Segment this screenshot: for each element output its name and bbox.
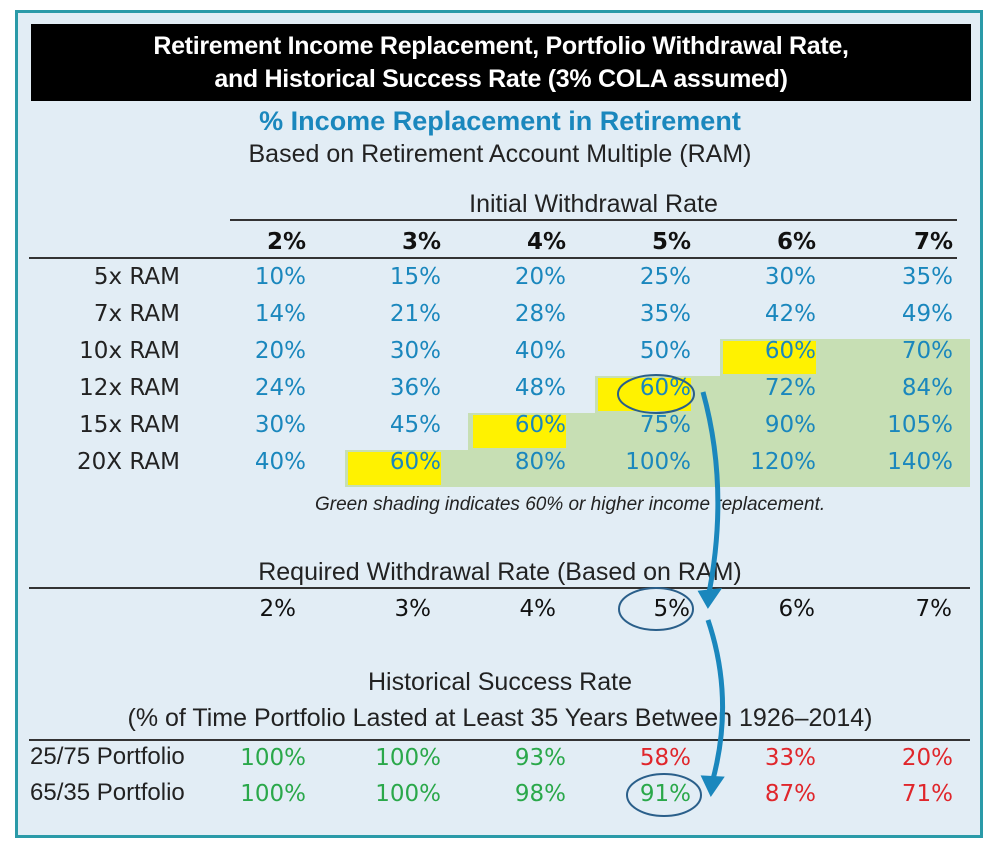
table-cell: 100% xyxy=(375,781,441,807)
table-cell: 20% xyxy=(514,264,566,290)
required-rate-cell: 4% xyxy=(519,596,557,622)
table-cell: 60% xyxy=(514,412,566,438)
column-header: 2% xyxy=(266,229,306,255)
arrow-curve xyxy=(700,391,721,599)
table-cell: 20% xyxy=(254,338,306,364)
table-cell: 58% xyxy=(639,745,691,771)
table-cell: 80% xyxy=(514,449,566,475)
table-cell: 90% xyxy=(764,412,816,438)
table-cell: 48% xyxy=(514,375,566,401)
yellow-highlight xyxy=(723,341,816,374)
circle-highlight xyxy=(617,374,695,414)
table-cell: 70% xyxy=(901,338,953,364)
yellow-highlight xyxy=(598,378,691,411)
row-label: 7x RAM xyxy=(93,301,180,327)
table-cell: 30% xyxy=(764,264,816,290)
table-cell: 120% xyxy=(750,449,816,475)
table-cell: 91% xyxy=(639,781,691,807)
column-header: 6% xyxy=(776,229,816,255)
table-cell: 33% xyxy=(764,745,816,771)
arrow-head-icon xyxy=(700,775,725,798)
section1-subheading: Based on Retirement Account Multiple (RA… xyxy=(248,140,752,168)
required-rate-cell: 7% xyxy=(915,596,953,622)
column-header: 5% xyxy=(651,229,691,255)
table-cell: 60% xyxy=(389,449,441,475)
table-cell: 35% xyxy=(639,301,691,327)
title-line-1: Retirement Income Replacement, Portfolio… xyxy=(153,32,849,60)
required-rate-cell: 5% xyxy=(653,596,691,622)
table-cell: 100% xyxy=(625,449,691,475)
table-cell: 140% xyxy=(887,449,953,475)
table-cell: 71% xyxy=(901,781,953,807)
yellow-highlight xyxy=(348,452,441,485)
section1-heading: % Income Replacement in Retirement xyxy=(259,106,741,136)
required-rate-cell: 2% xyxy=(259,596,297,622)
table-cell: 35% xyxy=(901,264,953,290)
table-cell: 21% xyxy=(389,301,441,327)
row-label: 12x RAM xyxy=(79,375,180,401)
table-cell: 24% xyxy=(254,375,306,401)
table-cell: 50% xyxy=(639,338,691,364)
table-cell: 49% xyxy=(901,301,953,327)
green-shading xyxy=(345,450,970,487)
divider xyxy=(230,219,957,221)
column-header: 4% xyxy=(526,229,566,255)
table-cell: 30% xyxy=(254,412,306,438)
footnote: Green shading indicates 60% or higher in… xyxy=(315,494,826,515)
row-label: 15x RAM xyxy=(79,412,180,438)
section3-subheading: (% of Time Portfolio Lasted at Least 35 … xyxy=(127,704,873,732)
arrow-head-icon xyxy=(697,588,723,609)
table-cell: 105% xyxy=(887,412,953,438)
table-cell: 93% xyxy=(514,745,566,771)
table-cell: 40% xyxy=(514,338,566,364)
table-cell: 14% xyxy=(254,301,306,327)
table-cell: 100% xyxy=(375,745,441,771)
title-line-2: and Historical Success Rate (3% COLA ass… xyxy=(214,65,788,93)
column-group-label: Initial Withdrawal Rate xyxy=(469,190,718,218)
column-header: 3% xyxy=(401,229,441,255)
divider xyxy=(29,587,970,589)
table-cell: 60% xyxy=(764,338,816,364)
row-label: 65/35 Portfolio xyxy=(30,779,185,806)
table-cell: 100% xyxy=(240,745,306,771)
required-rate-cell: 3% xyxy=(394,596,432,622)
table-cell: 25% xyxy=(639,264,691,290)
title-banner: Retirement Income Replacement, Portfolio… xyxy=(31,24,971,101)
row-label: 10x RAM xyxy=(79,338,180,364)
table-cell: 40% xyxy=(254,449,306,475)
table-cell: 72% xyxy=(764,375,816,401)
section2-heading: Required Withdrawal Rate (Based on RAM) xyxy=(258,558,742,586)
table-cell: 36% xyxy=(389,375,441,401)
table-cell: 45% xyxy=(389,412,441,438)
table-cell: 98% xyxy=(514,781,566,807)
table-cell: 10% xyxy=(254,264,306,290)
table-cell: 28% xyxy=(514,301,566,327)
table-cell: 30% xyxy=(389,338,441,364)
table-cell: 100% xyxy=(240,781,306,807)
table-cell: 15% xyxy=(389,264,441,290)
required-rate-cell: 6% xyxy=(778,596,816,622)
circle-highlight xyxy=(618,587,694,631)
divider xyxy=(29,739,970,741)
row-label: 25/75 Portfolio xyxy=(30,743,185,770)
table-cell: 87% xyxy=(764,781,816,807)
yellow-highlight xyxy=(473,415,566,448)
divider xyxy=(29,257,957,259)
table-cell: 20% xyxy=(901,745,953,771)
arrow-curve xyxy=(705,619,726,784)
row-label: 5x RAM xyxy=(93,264,180,290)
table-cell: 42% xyxy=(764,301,816,327)
row-label: 20X RAM xyxy=(77,449,180,475)
column-header: 7% xyxy=(913,229,953,255)
table-cell: 84% xyxy=(901,375,953,401)
table-cell: 75% xyxy=(639,412,691,438)
section3-heading: Historical Success Rate xyxy=(368,668,632,696)
circle-highlight xyxy=(626,773,702,817)
